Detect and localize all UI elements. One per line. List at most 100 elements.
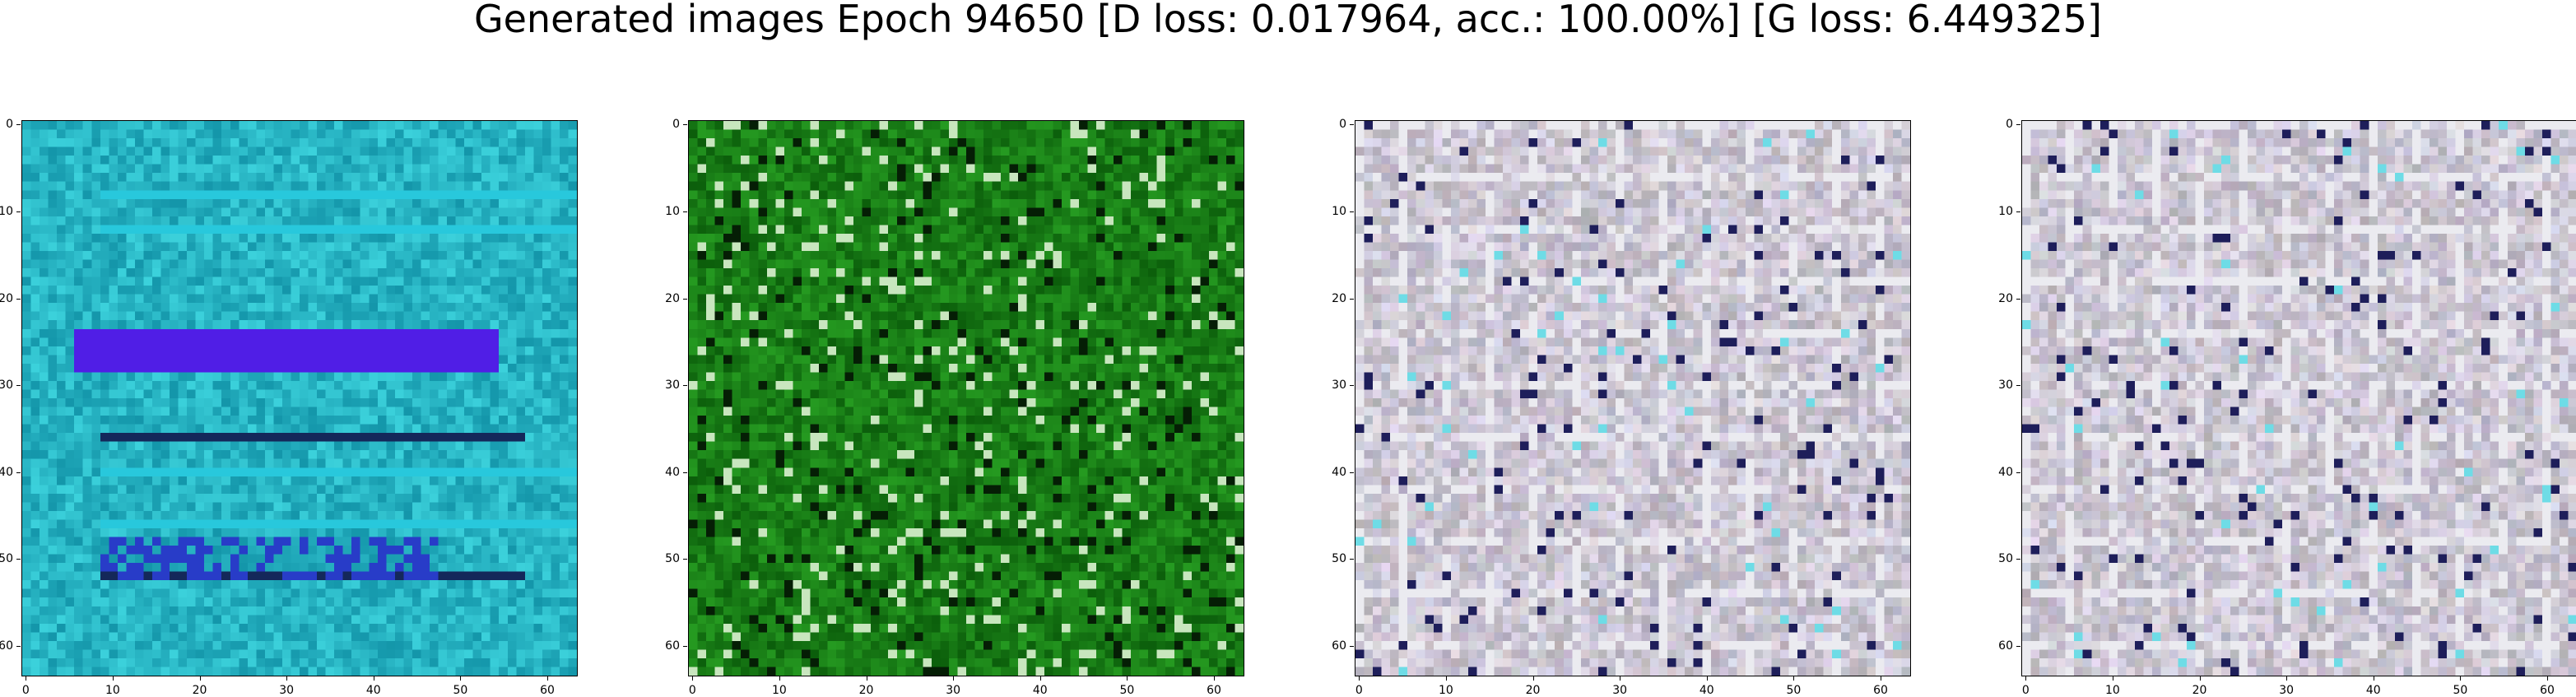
y-tick-mark [16, 559, 21, 560]
y-tick-label: 60 [1998, 639, 2013, 653]
y-tick-label: 0 [672, 118, 680, 132]
x-tick-label: 20 [858, 684, 874, 697]
y-tick-label: 30 [0, 379, 13, 393]
generated-image-panel: 0 10 20 30 40 50 60 0 10 20 30 40 50 60 [1998, 118, 2576, 696]
y-tick-mark [1350, 385, 1354, 387]
x-tick-label: 10 [105, 684, 120, 697]
generated-image [688, 120, 1244, 676]
y-tick-mark [16, 646, 21, 648]
x-tick-mark [1039, 676, 1041, 681]
y-tick-label: 50 [665, 552, 680, 566]
y-tick-mark [683, 124, 687, 126]
y-tick-label: 30 [1332, 379, 1346, 393]
x-tick-label: 50 [2453, 684, 2468, 697]
y-tick-label: 30 [665, 379, 680, 393]
x-tick-mark [1706, 676, 1708, 681]
x-tick-mark [1214, 676, 1216, 681]
x-tick-label: 40 [2365, 684, 2381, 697]
y-tick-label: 0 [2006, 118, 2013, 132]
x-tick-label: 0 [2021, 684, 2030, 697]
y-tick-label: 40 [1998, 465, 2013, 479]
image-canvas [22, 121, 577, 676]
generated-image-panel: 0 10 20 30 40 50 60 0 10 20 30 40 50 60 [0, 118, 578, 696]
x-tick-mark [1793, 676, 1795, 681]
generated-image [1355, 120, 1911, 676]
image-canvas [2022, 121, 2576, 676]
image-canvas [689, 121, 1244, 676]
y-tick-mark [683, 559, 687, 560]
x-tick-mark [2286, 676, 2288, 681]
y-tick-label: 60 [1332, 639, 1346, 653]
generated-image-panel: 0 10 20 30 40 50 60 0 10 20 30 40 50 60 [1332, 118, 1911, 696]
y-tick-label: 10 [0, 204, 13, 218]
y-tick-mark [1350, 472, 1354, 473]
x-tick-mark [1359, 676, 1360, 681]
y-tick-mark [1350, 211, 1354, 212]
x-tick-mark [547, 676, 549, 681]
y-tick-label: 0 [6, 118, 13, 132]
generated-image [21, 120, 578, 676]
y-tick-mark [1350, 559, 1354, 560]
x-tick-mark [199, 676, 201, 681]
y-tick-mark [2016, 559, 2020, 560]
y-tick-mark [2016, 385, 2020, 387]
y-tick-mark [16, 472, 21, 473]
y-tick-mark [16, 124, 21, 126]
x-tick-label: 60 [1207, 684, 1221, 697]
x-tick-mark [460, 676, 462, 681]
y-tick-label: 60 [0, 639, 13, 653]
y-tick-label: 20 [1998, 291, 2013, 305]
x-tick-label: 30 [279, 684, 295, 697]
y-tick-label: 10 [1998, 204, 2013, 218]
generated-image-panel: 0 10 20 30 40 50 60 0 10 20 30 40 50 60 [665, 118, 1244, 696]
x-tick-label: 50 [453, 684, 468, 697]
x-tick-mark [1532, 676, 1534, 681]
y-tick-label: 40 [665, 465, 680, 479]
y-tick-label: 40 [0, 465, 13, 479]
y-tick-label: 20 [665, 291, 680, 305]
y-tick-mark [1350, 124, 1354, 126]
y-tick-label: 30 [1998, 379, 2013, 393]
y-tick-label: 60 [665, 639, 680, 653]
x-tick-label: 20 [1525, 684, 1541, 697]
y-tick-mark [2016, 124, 2020, 126]
y-tick-label: 0 [1339, 118, 1346, 132]
y-tick-mark [2016, 211, 2020, 212]
y-tick-label: 50 [1998, 552, 2013, 566]
y-tick-mark [16, 298, 21, 300]
x-tick-mark [1445, 676, 1447, 681]
x-tick-label: 50 [1119, 684, 1135, 697]
y-tick-label: 20 [0, 291, 13, 305]
y-tick-label: 50 [0, 552, 13, 566]
x-tick-label: 20 [2192, 684, 2207, 697]
x-tick-label: 40 [1032, 684, 1048, 697]
x-tick-label: 60 [540, 684, 555, 697]
x-tick-mark [953, 676, 955, 681]
x-tick-mark [692, 676, 694, 681]
x-tick-label: 50 [1786, 684, 1802, 697]
x-tick-mark [2025, 676, 2027, 681]
y-tick-mark [683, 385, 687, 387]
y-tick-mark [2016, 646, 2020, 648]
x-tick-label: 10 [771, 684, 787, 697]
x-tick-mark [2460, 676, 2462, 681]
x-tick-label: 40 [365, 684, 381, 697]
x-tick-mark [2199, 676, 2201, 681]
generated-image [2021, 120, 2576, 676]
y-tick-mark [1350, 298, 1354, 300]
y-tick-label: 50 [1332, 552, 1346, 566]
x-tick-mark [286, 676, 288, 681]
x-tick-mark [2547, 676, 2549, 681]
y-tick-mark [2016, 298, 2020, 300]
x-tick-label: 60 [1873, 684, 1888, 697]
y-tick-label: 10 [1332, 204, 1346, 218]
x-tick-label: 0 [21, 684, 30, 697]
image-canvas [1355, 121, 1910, 676]
x-tick-label: 30 [946, 684, 961, 697]
x-tick-label: 0 [688, 684, 696, 697]
y-tick-mark [1350, 646, 1354, 648]
y-tick-mark [2016, 472, 2020, 473]
y-tick-mark [683, 298, 687, 300]
x-tick-label: 20 [192, 684, 207, 697]
x-tick-label: 10 [2104, 684, 2120, 697]
